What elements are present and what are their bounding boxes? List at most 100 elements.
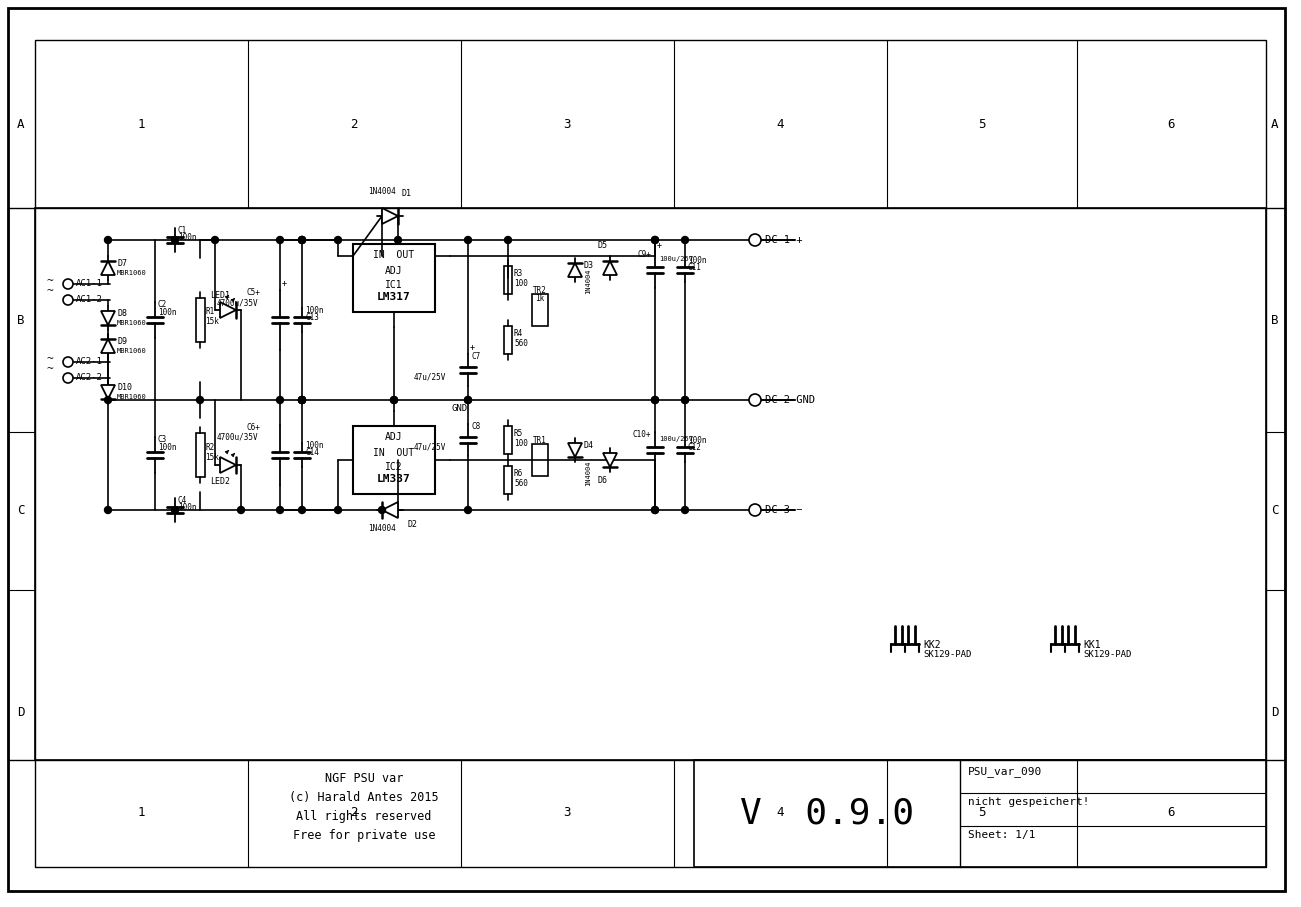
Text: 100n: 100n: [157, 443, 177, 452]
Text: D1: D1: [402, 189, 412, 198]
Circle shape: [652, 396, 658, 404]
Polygon shape: [101, 261, 114, 275]
Text: TR1: TR1: [533, 436, 546, 445]
Text: 100: 100: [514, 279, 528, 288]
Text: ~: ~: [47, 276, 53, 286]
Text: 1N4004: 1N4004: [368, 524, 396, 533]
Text: SK129-PAD: SK129-PAD: [922, 650, 972, 659]
Text: 100n: 100n: [178, 233, 196, 242]
Circle shape: [749, 234, 761, 246]
Circle shape: [505, 237, 511, 243]
Text: 100: 100: [514, 440, 528, 448]
Bar: [503, 426, 513, 454]
Circle shape: [62, 279, 73, 289]
Text: ADJ: ADJ: [385, 432, 403, 442]
Polygon shape: [101, 385, 114, 399]
Polygon shape: [101, 311, 114, 325]
Polygon shape: [382, 502, 398, 518]
Text: C7: C7: [472, 352, 481, 361]
Text: D8: D8: [117, 308, 127, 317]
Text: PSU_var_090: PSU_var_090: [968, 766, 1042, 777]
Bar: [693, 760, 1266, 867]
Text: AC2-1: AC2-1: [75, 357, 103, 366]
Bar: [353, 426, 435, 494]
Circle shape: [298, 396, 306, 404]
Circle shape: [298, 396, 306, 404]
Circle shape: [277, 396, 284, 404]
Text: C5+: C5+: [246, 288, 260, 297]
Text: KK2: KK2: [922, 640, 941, 650]
Text: 1N4004: 1N4004: [585, 268, 591, 294]
Bar: [35, 40, 1266, 208]
Bar: [35, 208, 1266, 760]
Circle shape: [749, 394, 761, 406]
Circle shape: [212, 237, 219, 243]
Text: R6: R6: [514, 470, 523, 479]
Bar: [353, 244, 435, 312]
Text: V  0.9.0: V 0.9.0: [740, 796, 915, 830]
Circle shape: [334, 237, 341, 243]
Text: KK1: KK1: [1082, 640, 1101, 650]
Circle shape: [172, 237, 178, 243]
Circle shape: [62, 373, 73, 383]
Text: D6: D6: [597, 476, 608, 485]
Bar: [35, 760, 1266, 867]
Circle shape: [464, 396, 471, 404]
Text: R1: R1: [206, 307, 215, 317]
Text: (c) Harald Antes 2015: (c) Harald Antes 2015: [289, 791, 438, 804]
Text: 560: 560: [514, 339, 528, 348]
Circle shape: [277, 506, 284, 513]
Text: 47u/25V: 47u/25V: [414, 442, 446, 451]
Circle shape: [104, 237, 112, 243]
Text: R5: R5: [514, 430, 523, 438]
Text: C11: C11: [688, 263, 701, 272]
Text: TR2: TR2: [533, 286, 546, 295]
Text: IC1: IC1: [385, 280, 403, 290]
Text: C13: C13: [304, 313, 319, 322]
Text: D2: D2: [409, 520, 418, 529]
Circle shape: [104, 396, 112, 404]
Text: ~: ~: [47, 354, 53, 364]
Polygon shape: [101, 339, 114, 353]
Text: 6: 6: [1167, 118, 1175, 131]
Text: A: A: [17, 118, 25, 131]
Text: +: +: [657, 241, 662, 250]
Circle shape: [298, 506, 306, 513]
Text: B: B: [17, 314, 25, 327]
Text: C: C: [17, 504, 25, 518]
Polygon shape: [602, 453, 617, 467]
Circle shape: [62, 295, 73, 305]
Text: C12: C12: [688, 443, 701, 452]
Text: 6: 6: [1167, 806, 1175, 820]
Text: 47u/25V: 47u/25V: [414, 372, 446, 381]
Text: IN  OUT: IN OUT: [373, 250, 415, 260]
Text: D5: D5: [597, 241, 608, 250]
Circle shape: [652, 506, 658, 513]
Bar: [503, 266, 513, 294]
Text: 100n: 100n: [157, 308, 177, 317]
Text: 4700u/35V: 4700u/35V: [216, 298, 258, 307]
Text: Free for private use: Free for private use: [293, 829, 436, 842]
Polygon shape: [220, 302, 235, 318]
Text: 1: 1: [137, 118, 144, 131]
Text: 100u/25V: 100u/25V: [660, 256, 693, 262]
Text: 1N4004: 1N4004: [368, 187, 396, 196]
Text: AC2-2: AC2-2: [75, 374, 103, 383]
Circle shape: [334, 506, 341, 513]
Text: D: D: [1271, 707, 1279, 719]
Text: C9+: C9+: [637, 250, 650, 259]
Text: +: +: [282, 279, 288, 288]
Circle shape: [104, 506, 112, 513]
Circle shape: [298, 237, 306, 243]
Text: 5: 5: [978, 118, 986, 131]
Text: 100n: 100n: [688, 256, 706, 265]
Text: IC2: IC2: [385, 462, 403, 472]
Text: ~: ~: [47, 364, 53, 374]
Circle shape: [298, 396, 306, 404]
Text: DC-1 +: DC-1 +: [765, 235, 803, 245]
Text: D7: D7: [117, 258, 127, 268]
Text: ADJ: ADJ: [385, 266, 403, 276]
Text: +: +: [470, 343, 475, 352]
Text: 3: 3: [563, 118, 571, 131]
Circle shape: [298, 237, 306, 243]
